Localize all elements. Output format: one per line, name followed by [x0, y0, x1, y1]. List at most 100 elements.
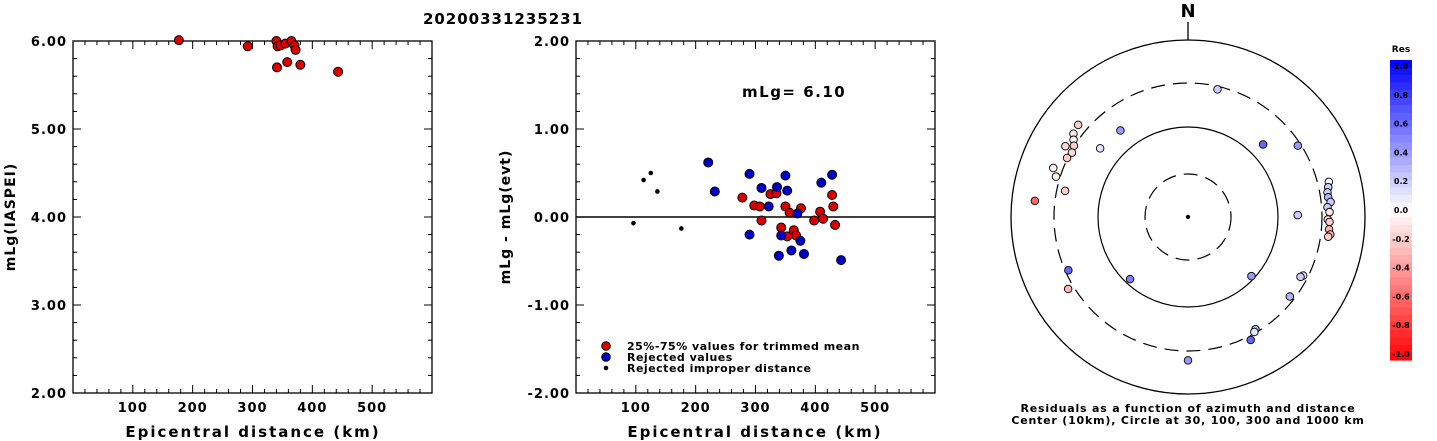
residual-point	[1246, 335, 1255, 345]
data-point	[786, 245, 797, 256]
figure-title: 20200331235231	[423, 10, 583, 28]
caption-line-1: Residuals as a function of azimuth and d…	[1020, 402, 1355, 415]
residual-point	[1049, 163, 1058, 173]
middle-data-points	[631, 157, 847, 266]
data-point	[827, 190, 838, 200]
colorbar-cell	[1390, 172, 1412, 181]
colorbar-cell	[1390, 210, 1412, 219]
left-x-tick-label: 200	[178, 401, 208, 416]
data-point	[648, 170, 654, 176]
ring-outer	[1010, 39, 1366, 395]
colorbar-cell	[1390, 225, 1412, 234]
data-point	[795, 235, 806, 246]
data-point	[756, 215, 767, 226]
colorbar-cell	[1390, 142, 1412, 151]
residual-point	[1073, 120, 1083, 130]
data-point	[772, 182, 783, 193]
left-y-tick-label: 6.00	[31, 35, 67, 50]
colorbar-tick-label: -0.2	[1392, 235, 1410, 244]
data-point	[703, 157, 714, 168]
colorbar-cell	[1390, 247, 1412, 256]
data-point	[295, 59, 306, 70]
residual-point	[1062, 153, 1072, 163]
colorbar-gradient	[1390, 60, 1412, 361]
data-point	[828, 201, 839, 212]
residual-point	[1296, 272, 1305, 282]
legend-label: 25%-75% values for trimmed mean	[627, 340, 860, 353]
left-x-tick-label: 300	[237, 401, 267, 416]
colorbar-tick-label: 0.8	[1394, 91, 1409, 100]
left-panel: 100 200 300 400 500 2.00 3.00 4.00 5.00 6.00 Epi…	[3, 35, 433, 441]
mlg-annotation: mLg= 6.10	[742, 83, 846, 101]
residual-point	[1247, 271, 1256, 281]
residual-point	[1250, 327, 1259, 337]
data-point	[809, 215, 820, 226]
residual-point	[1067, 148, 1077, 157]
data-point	[641, 177, 646, 183]
residual-point	[1258, 140, 1268, 149]
residual-point	[1060, 186, 1070, 196]
residual-point	[1063, 284, 1073, 294]
residual-point	[1293, 141, 1303, 150]
colorbar-tick-label: 0.0	[1394, 206, 1409, 215]
colorbar-cell	[1390, 240, 1412, 249]
colorbar-cell	[1390, 330, 1412, 339]
colorbar-cell	[1390, 157, 1412, 166]
left-y-tick-label: 4.00	[31, 211, 67, 226]
data-point	[818, 213, 829, 224]
data-point	[744, 168, 755, 179]
residual-point	[1323, 232, 1333, 241]
colorbar-cell	[1390, 307, 1412, 316]
middle-y-tick-label: -2.00	[528, 387, 570, 402]
colorbar-cell	[1390, 277, 1412, 286]
colorbar-tick-label: 0.2	[1394, 177, 1408, 186]
colorbar-cell	[1390, 90, 1412, 99]
colorbar-tick-label: -0.4	[1392, 264, 1410, 273]
left-plot-frame	[72, 40, 433, 394]
data-point	[242, 41, 253, 52]
middle-x-tick-label: 400	[800, 401, 830, 416]
colorbar-ticks: 1.0 0.8 0.6 0.4 0.2 0.0 -0.2 -0.4 -0.6 -0.8 -1.0	[1392, 62, 1410, 359]
data-point	[272, 62, 283, 73]
middle-x-axis-label: Epicentral distance (km)	[627, 423, 882, 441]
colorbar-cell	[1390, 262, 1412, 271]
middle-y-tick-label: -1.00	[528, 299, 570, 314]
colorbar-cell	[1390, 82, 1412, 91]
middle-x-tick-label: 300	[740, 401, 770, 416]
colorbar-tick-label: 0.6	[1394, 120, 1409, 129]
legend-marker	[601, 341, 611, 351]
left-y-tick-label: 3.00	[31, 299, 67, 314]
colorbar-cell	[1390, 75, 1412, 84]
data-point	[631, 220, 636, 226]
ring-30km	[1144, 173, 1232, 261]
data-point	[782, 185, 793, 196]
colorbar-cell	[1390, 202, 1412, 211]
colorbar-cell	[1390, 150, 1412, 159]
colorbar-cell	[1390, 352, 1412, 361]
colorbar-cell	[1390, 232, 1412, 241]
colorbar-cell	[1390, 97, 1412, 106]
middle-y-tick-label: 1.00	[534, 123, 570, 138]
colorbar-cell	[1390, 285, 1412, 294]
colorbar-cell	[1390, 180, 1412, 189]
residual-point	[1125, 274, 1135, 284]
data-point	[792, 208, 803, 219]
middle-y-tick-label: 2.00	[534, 35, 570, 50]
legend-label: Rejected improper distance	[627, 362, 811, 375]
legend-marker	[601, 352, 611, 362]
left-y-axis-label: mLg(IASPEI)	[3, 163, 19, 272]
legend-marker	[603, 365, 609, 371]
middle-y-axis: -2.00 -1.00 0.00 1.00 2.00	[528, 35, 935, 402]
colorbar-cell	[1390, 112, 1412, 121]
middle-x-tick-label: 200	[681, 401, 711, 416]
data-point	[679, 226, 684, 231]
colorbar-tick-label: 0.4	[1394, 148, 1409, 157]
colorbar-cell	[1390, 292, 1412, 301]
data-point	[763, 201, 774, 212]
colorbar-tick-label: -1.0	[1392, 350, 1410, 359]
residual-point	[1116, 126, 1125, 135]
colorbar-cell	[1390, 345, 1412, 354]
residual-point	[1095, 144, 1105, 153]
data-point	[780, 170, 791, 181]
